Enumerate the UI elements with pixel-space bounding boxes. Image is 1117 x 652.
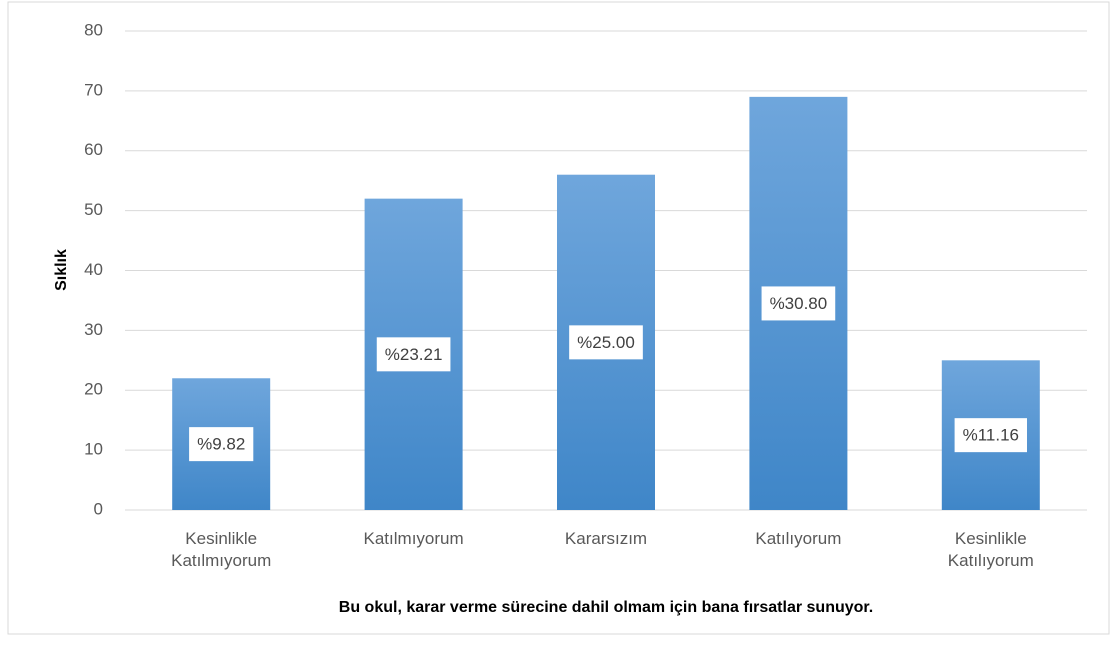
data-label-box	[761, 286, 836, 321]
y-tick-label: 40	[84, 260, 103, 279]
data-label: %9.82	[197, 435, 245, 454]
y-tick-label: 70	[84, 80, 103, 99]
y-tick-label: 0	[94, 499, 103, 518]
x-tick-label: Katılmıyorum	[363, 529, 464, 548]
x-tick-label: Kesinlikle Katılmıyorum	[171, 529, 272, 570]
y-tick-label: 80	[84, 20, 103, 39]
y-tick-label: 30	[84, 320, 103, 339]
data-label-box	[569, 325, 643, 360]
data-label-box	[189, 427, 254, 462]
y-tick-label: 60	[84, 140, 103, 159]
x-tick-label: Kesinlikle Katılıyorum	[947, 529, 1034, 570]
x-tick-label: Kararsızım	[564, 529, 648, 548]
data-label: %25.00	[577, 333, 635, 352]
data-label-box	[954, 418, 1028, 453]
y-tick-label: 50	[84, 200, 103, 219]
data-label: %11.16	[963, 426, 1019, 445]
data-label: %30.80	[770, 294, 828, 313]
y-tick-label: 20	[84, 380, 103, 399]
y-axis-title: Sıklık	[53, 249, 70, 291]
chart-border	[7, 1, 1110, 635]
data-label: %23.21	[385, 345, 443, 364]
x-axis-title: Bu okul, karar verme sürecine dahil olma…	[339, 599, 873, 616]
y-tick-label: 10	[84, 440, 103, 459]
x-tick-label: Katılıyorum	[755, 529, 842, 548]
data-label-box	[376, 337, 451, 372]
